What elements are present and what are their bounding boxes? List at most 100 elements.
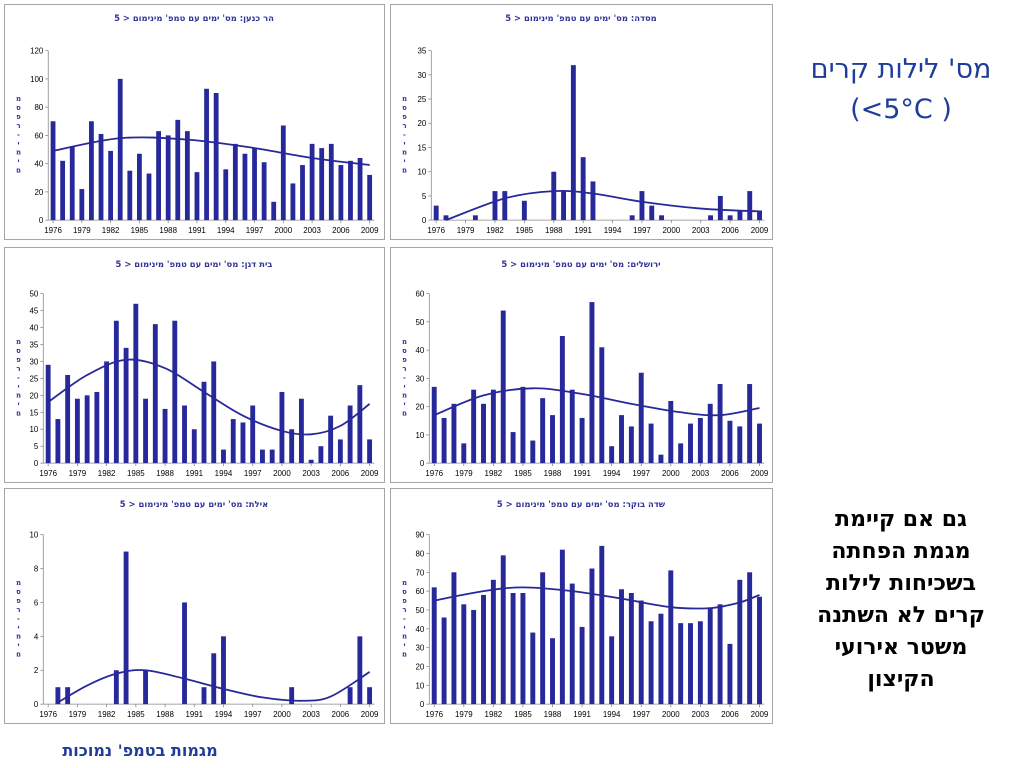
bar [184, 131, 190, 221]
plot-area: 0 20 40 60 80 100 120 מ ס פ ר -י מ י ם 1976 1979 1982 1985… [16, 47, 379, 235]
x-tick-label: 1991 [188, 226, 206, 235]
bar [98, 133, 104, 221]
bar [520, 593, 526, 705]
bar [727, 643, 733, 705]
x-tick-label: 1976 [427, 226, 445, 235]
bar [461, 443, 467, 464]
chart-panel-eilat: אילת: מס' ימים עם טמפ' מינימום < 5 0 2 4 6 8… [4, 488, 385, 724]
x-tick-label: 1994 [217, 226, 235, 235]
bar [490, 579, 496, 705]
x-tick-label: 1997 [244, 469, 262, 478]
bar [89, 121, 94, 221]
bar [113, 670, 119, 705]
bar [123, 347, 129, 464]
x-tick-label: 2003 [303, 226, 321, 235]
x-tick-label: 1991 [185, 710, 203, 719]
bar [55, 687, 61, 705]
x-tick-label: 2009 [361, 226, 379, 235]
x-tick-label: 1979 [69, 469, 87, 478]
bar [589, 302, 595, 464]
bar [619, 415, 624, 464]
y-tick-label: 60 [416, 290, 425, 299]
bar [697, 417, 703, 464]
bar-chart-har-canaan: הר כנען: מס' ימים עם טמפ' מינימום < 5 0 2… [16, 13, 379, 235]
bar [156, 131, 161, 221]
x-tick-label: 1982 [485, 710, 503, 719]
x-tick-label: 2009 [751, 226, 769, 235]
bar [357, 157, 363, 221]
y-tick-label: 30 [416, 374, 425, 383]
bar [502, 191, 508, 221]
x-tick-label: 1985 [131, 226, 149, 235]
trend-line [47, 358, 371, 436]
y-tick-label: 6 [34, 598, 39, 607]
y-tick-label: 35 [30, 340, 39, 349]
bar-chart-jerusalem: ירושלים: מס' ימים עם טמפ' מינימום < 5 01… [402, 259, 769, 478]
chart-panel-beit-dagan: בית דגן: מס' ימים עם טמפ' מינימום < 5 0 5… [4, 247, 385, 483]
bar [561, 191, 567, 221]
y-tick-label: 10 [416, 431, 425, 440]
x-tick-label: 1994 [215, 469, 233, 478]
bar [747, 191, 753, 221]
bar [589, 568, 595, 705]
y-tick-label: 80 [416, 549, 425, 558]
bar [500, 310, 506, 464]
x-tick-label: 2009 [751, 710, 769, 719]
x-tick-label: 1985 [514, 710, 532, 719]
bar [697, 621, 703, 705]
x-tick-label: 1994 [604, 226, 622, 235]
bar-chart-beit-dagan: בית דגן: מס' ימים עם טמפ' מינימום < 5 0 5… [16, 259, 379, 478]
chart-title-group: שדה בוקר: מס' ימים עם טמפ' מינימום < 5 [497, 499, 666, 509]
x-tick-label: 2003 [302, 710, 320, 719]
bar [639, 191, 645, 221]
x-tick-label: 2003 [302, 469, 320, 478]
bar [191, 429, 197, 464]
y-axis-label: מ ס פ ר -י מ י ם [16, 579, 21, 658]
y-tick-label: 15 [30, 408, 39, 417]
bar [570, 65, 576, 221]
x-tick-label: 2000 [273, 710, 291, 719]
bar [708, 215, 713, 221]
x-tick-label: 2006 [332, 710, 350, 719]
bar [668, 570, 674, 705]
bar [441, 417, 447, 464]
x-tick-label: 1994 [603, 469, 621, 478]
bar [60, 160, 66, 221]
bar [152, 324, 158, 464]
bar [540, 572, 546, 705]
bar [599, 545, 605, 705]
y-tick-label: 40 [30, 323, 39, 332]
bar [471, 609, 477, 705]
trend-line [433, 387, 760, 417]
bar [69, 146, 75, 221]
bar [113, 320, 119, 464]
bar [707, 608, 713, 705]
x-tick-label: 1982 [98, 469, 116, 478]
bar [638, 600, 644, 705]
x-tick-label: 2006 [721, 469, 739, 478]
y-tick-label: 10 [30, 531, 39, 540]
x-tick-label: 1997 [244, 710, 262, 719]
bar [757, 423, 762, 464]
y-tick-label: 120 [30, 47, 44, 56]
y-tick-label: 20 [418, 119, 427, 128]
bar [648, 621, 654, 705]
y-axis-label: מ ס פ ר -י מ י ם [16, 338, 21, 417]
chart-title: אילת: מס' ימים עם טמפ' מינימום < 5 [120, 499, 268, 509]
bar [221, 449, 226, 464]
bar-chart-sde-boker: שדה בוקר: מס' ימים עם טמפ' מינימום < 5 0… [402, 499, 769, 719]
bar [50, 121, 56, 221]
bar [232, 143, 238, 221]
bar [338, 165, 344, 221]
y-tick-label: 90 [416, 531, 425, 540]
chart-title-group: מסדה: מס' ימים עם טמפ' מינימום < 5 [505, 13, 657, 23]
chart-title-group: בית דגן: מס' ימים עם טמפ' מינימום < 5 [116, 259, 273, 269]
bar [737, 579, 743, 705]
bar [521, 200, 527, 221]
x-tick-label: 2000 [662, 710, 680, 719]
x-tick-label: 1991 [185, 469, 203, 478]
y-tick-label: 0 [39, 216, 44, 225]
bar [451, 403, 457, 464]
bar [242, 153, 248, 221]
bar [300, 165, 305, 221]
